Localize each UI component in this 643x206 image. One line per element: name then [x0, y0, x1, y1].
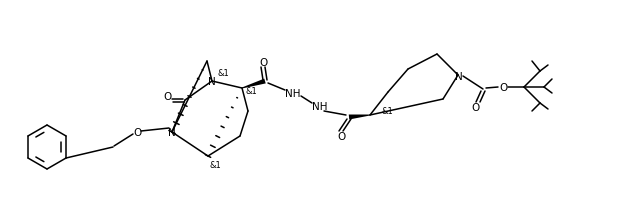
Text: O: O — [163, 91, 171, 102]
Text: O: O — [499, 83, 507, 92]
Text: &1: &1 — [217, 69, 229, 78]
Polygon shape — [242, 79, 266, 89]
Text: &1: &1 — [245, 87, 257, 96]
Text: N: N — [208, 77, 216, 87]
Text: N: N — [455, 72, 463, 82]
Text: &1: &1 — [382, 107, 394, 116]
Polygon shape — [349, 115, 370, 120]
Text: O: O — [472, 103, 480, 112]
Text: O: O — [133, 127, 141, 137]
Text: O: O — [337, 131, 345, 141]
Text: &1: &1 — [209, 161, 221, 170]
Text: NH: NH — [312, 102, 328, 111]
Text: O: O — [259, 58, 267, 68]
Text: N: N — [168, 127, 176, 137]
Text: NH: NH — [285, 89, 301, 98]
